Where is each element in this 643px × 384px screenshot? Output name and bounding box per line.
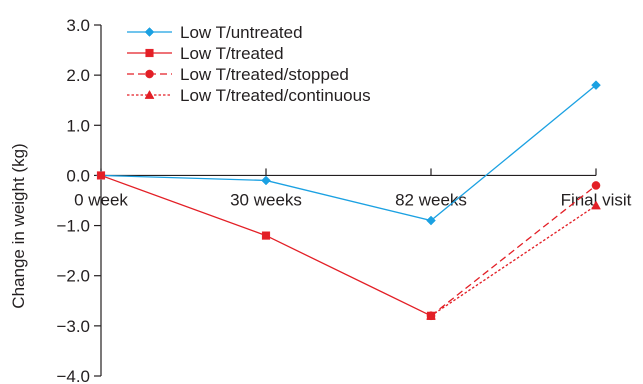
- diamond-marker: [591, 80, 601, 91]
- triangle-marker: [591, 200, 601, 210]
- legend: Low T/untreated Low T/treated Low T/treate…: [127, 23, 371, 105]
- x-tick-label: Final visit: [561, 190, 632, 209]
- y-tick-label: 1.0: [66, 116, 90, 135]
- circle-marker: [145, 69, 154, 79]
- series-low-t-treated-continuous: [426, 200, 601, 320]
- square-marker: [96, 171, 106, 180]
- y-tick-label: −1.0: [56, 217, 90, 236]
- legend-item: Low T/treated/continuous: [127, 86, 371, 105]
- legend-item: Low T/untreated: [127, 23, 303, 42]
- legend-item: Low T/treated/stopped: [127, 65, 349, 84]
- diamond-marker: [261, 175, 271, 186]
- diamond-marker: [144, 27, 155, 37]
- circle-marker: [591, 181, 601, 190]
- x-tick-label: 30 weeks: [230, 190, 302, 209]
- y-tick-label: −4.0: [56, 367, 90, 384]
- square-marker: [145, 48, 154, 58]
- y-tick-label: −2.0: [56, 267, 90, 286]
- y-tick-label: 0.0: [66, 166, 90, 185]
- triangle-marker: [144, 89, 155, 99]
- x-tick-label: 82 weeks: [395, 190, 467, 209]
- x-tick-label: 0 week: [74, 190, 128, 209]
- series-line: [100, 84, 597, 222]
- legend-label: Low T/treated/continuous: [180, 86, 371, 105]
- series-line: [430, 184, 597, 317]
- triangle-marker: [426, 310, 436, 320]
- y-tick-label: −3.0: [56, 317, 90, 336]
- legend-label: Low T/untreated: [180, 23, 303, 42]
- legend-item: Low T/treated: [127, 44, 284, 63]
- diamond-marker: [426, 215, 436, 226]
- y-axis-title: Change in weight (kg): [9, 143, 28, 308]
- series-layer: [96, 80, 601, 321]
- legend-label: Low T/treated/stopped: [180, 65, 349, 84]
- square-marker: [261, 231, 271, 240]
- legend-label: Low T/treated: [180, 44, 284, 63]
- y-tick-label: 2.0: [66, 66, 90, 85]
- axes: 3.0 2.0 1.0 0.0 −1.0 −2.0 −3.0 −4.0 0 week 30 wee…: [56, 16, 631, 384]
- series-line: [430, 204, 597, 317]
- y-tick-label: 3.0: [66, 16, 90, 35]
